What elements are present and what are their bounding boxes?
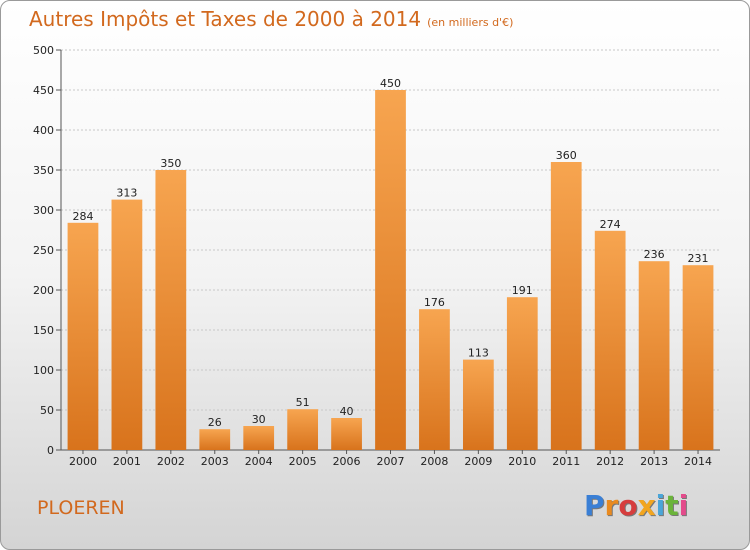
- data-label: 26: [208, 416, 222, 429]
- data-label: 284: [72, 210, 93, 223]
- bar: [287, 409, 319, 450]
- data-label: 450: [380, 77, 401, 90]
- y-tick-label: 450: [33, 84, 54, 97]
- y-tick-label: 250: [33, 244, 54, 257]
- proxiti-logo: Proxiti: [584, 489, 688, 522]
- data-label: 176: [424, 296, 445, 309]
- y-tick-label: 300: [33, 204, 54, 217]
- data-label: 313: [116, 187, 137, 200]
- bar: [67, 222, 99, 450]
- x-tick-label: 2009: [464, 455, 492, 468]
- x-tick-label: 2014: [684, 455, 712, 468]
- x-tick-label: 2006: [333, 455, 361, 468]
- x-tick-label: 2005: [289, 455, 317, 468]
- data-label: 231: [688, 252, 709, 265]
- bar: [331, 418, 362, 450]
- data-label: 236: [644, 248, 665, 261]
- x-tick-label: 2003: [201, 455, 229, 468]
- bar: [682, 265, 714, 450]
- x-tick-label: 2011: [552, 455, 580, 468]
- y-tick-label: 100: [33, 364, 54, 377]
- y-tick-label: 50: [40, 404, 54, 417]
- data-label: 30: [252, 413, 266, 426]
- x-tick-label: 2013: [640, 455, 668, 468]
- x-tick-label: 2010: [508, 455, 536, 468]
- y-tick-label: 350: [33, 164, 54, 177]
- bar: [155, 170, 187, 450]
- logo-letter: x: [637, 489, 656, 522]
- bar: [462, 359, 494, 450]
- logo-letter: r: [604, 489, 619, 522]
- bar: [243, 426, 275, 450]
- bar: [111, 199, 143, 450]
- data-label: 191: [512, 284, 533, 297]
- data-label: 113: [468, 347, 489, 360]
- bar: [199, 429, 231, 450]
- bar: [550, 162, 582, 450]
- y-tick-label: 150: [33, 324, 54, 337]
- bar: [594, 230, 626, 450]
- data-label: 274: [600, 218, 621, 231]
- bar: [375, 90, 406, 450]
- chart-title: Autres Impôts et Taxes de 2000 à 2014 (en…: [29, 7, 513, 31]
- y-tick-label: 400: [33, 124, 54, 137]
- place-name: PLOEREN: [37, 497, 125, 519]
- x-tick-label: 2001: [113, 455, 141, 468]
- bar: [638, 261, 670, 450]
- x-tick-label: 2007: [377, 455, 405, 468]
- bar: [419, 309, 450, 450]
- logo-letter: t: [665, 489, 679, 522]
- bar: [506, 297, 538, 450]
- logo-letter: o: [618, 489, 638, 522]
- x-tick-label: 2008: [420, 455, 448, 468]
- y-tick-label: 500: [33, 44, 54, 57]
- x-tick-label: 2012: [596, 455, 624, 468]
- y-tick-label: 0: [47, 444, 54, 457]
- logo-letter: i: [678, 489, 689, 522]
- data-label: 360: [556, 149, 577, 162]
- chart-subtitle: (en milliers d'€): [427, 16, 514, 29]
- data-label: 350: [160, 157, 181, 170]
- logo-letter: P: [584, 489, 605, 522]
- y-tick-label: 200: [33, 284, 54, 297]
- logo-letter: i: [655, 489, 666, 522]
- data-label: 51: [296, 396, 310, 409]
- x-tick-label: 2002: [157, 455, 185, 468]
- x-tick-label: 2004: [245, 455, 273, 468]
- data-label: 40: [340, 405, 354, 418]
- chart-title-text: Autres Impôts et Taxes de 2000 à 2014: [29, 7, 422, 31]
- x-tick-label: 2000: [69, 455, 97, 468]
